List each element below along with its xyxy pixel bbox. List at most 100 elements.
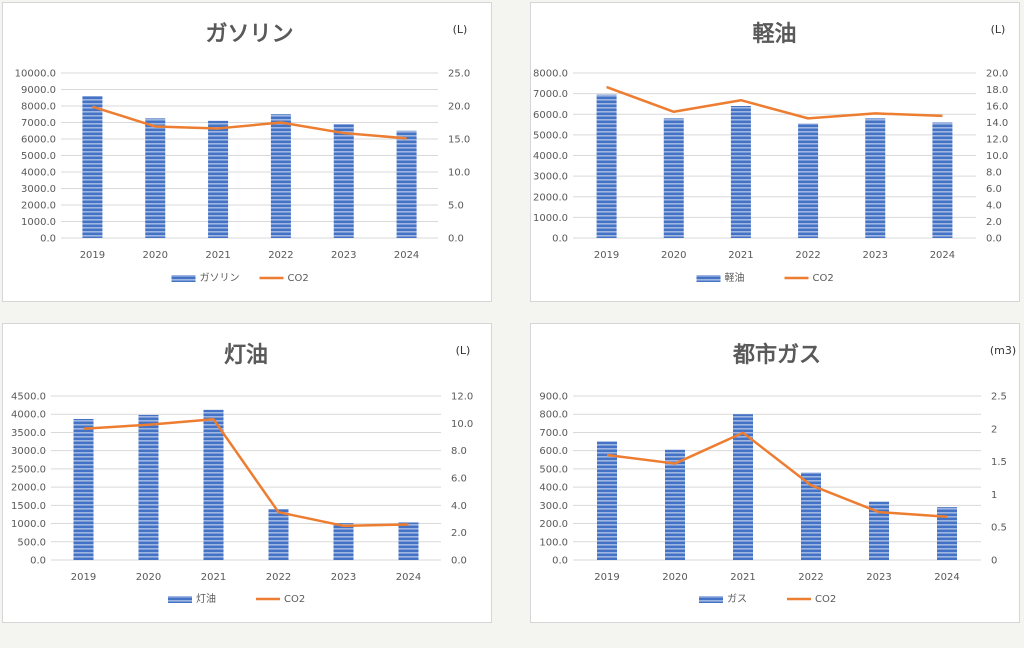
y-right-tick-label: 8.0 [986,168,1002,179]
y-right-tick-label: 8.0 [451,446,467,457]
y-right-tick-label: 12.0 [451,392,473,403]
y-right-tick-label: 10.0 [986,151,1008,162]
series-line-co2 [606,431,948,518]
legend-swatch-bar [171,275,196,282]
legend-label-line: CO2 [815,594,836,605]
y-left-tick-label: 500.0 [539,464,568,475]
y-right-tick-label: 10.0 [451,419,473,430]
x-tick-label: 2019 [71,572,96,583]
y-right-tick-label: 6.0 [986,184,1002,195]
y-left-tick-label: 200.0 [539,519,568,530]
bar-2020 [663,118,684,238]
x-tick-label: 2022 [268,250,293,261]
y-left-tick-label: 3000.0 [21,184,56,195]
bar-2019 [597,441,617,560]
y-left-tick-label: 3500.0 [11,428,46,439]
y-left-tick-label: 1000.0 [11,519,46,530]
chart-title: ガソリン [205,22,293,47]
x-tick-label: 2024 [394,250,419,261]
bar-2022 [798,123,819,238]
bar-2022 [268,508,289,560]
y-right-tick-label: 20.0 [986,69,1008,80]
y-left-tick-label: 800.0 [539,410,568,421]
y-left-tick-label: 10000.0 [15,69,56,80]
bar-2021 [208,120,229,238]
y-left-tick-label: 4000.0 [533,151,568,162]
bar-2020 [138,414,159,560]
bar-2024 [398,522,419,560]
x-tick-label: 2022 [798,572,823,583]
y-left-tick-label: 600.0 [539,446,568,457]
y-right-tick-label: 0.0 [448,234,464,245]
y-left-tick-label: 1500.0 [11,501,46,512]
x-tick-label: 2023 [331,572,356,583]
unit-label: (L) [991,23,1006,36]
bar-2024 [937,507,957,560]
legend-swatch-bar [168,596,192,603]
y-right-tick-label: 25.0 [448,69,470,80]
y-left-tick-label: 9000.0 [21,85,56,96]
y-left-tick-label: 0.0 [552,234,568,245]
x-tick-label: 2019 [80,250,105,261]
chart-title: 軽油 [752,21,796,47]
y-left-tick-label: 3000.0 [11,446,46,457]
bar-2020 [665,449,685,560]
y-left-tick-label: 2000.0 [11,483,46,494]
bar-2022 [270,114,291,238]
chart-panel-city-gas: 都市ガス (m3) 0.0 100.0 200.0 300.0 400.0 500.0 600.… [530,323,1020,623]
bar-2024 [396,130,417,238]
x-tick-label: 2021 [728,250,753,261]
x-tick-label: 2023 [863,250,888,261]
y-right-tick-label: 0.5 [991,523,1007,534]
x-tick-label: 2021 [201,572,226,583]
y-right-tick-label: 12.0 [986,135,1008,146]
bar-2023 [333,124,354,238]
series-line-co2 [83,417,409,528]
chart-panel-gasoline: ガソリン (L) 0.0 1000.0 2000.0 3000.0 4000.0 5000.0… [2,2,492,302]
bar-2019 [82,96,103,238]
x-tick-label: 2022 [266,572,291,583]
x-tick-label: 2022 [795,250,820,261]
y-left-tick-label: 2000.0 [21,201,56,212]
y-left-tick-label: 500.0 [17,537,46,548]
bar-2021 [733,414,753,560]
y-right-tick-label: 4.0 [986,201,1002,212]
legend: ガソリン CO2 [171,272,309,284]
legend-swatch-bar [699,596,723,603]
y-left-tick-label: 6000.0 [533,110,568,121]
bar-2023 [333,523,354,560]
series-line-co2 [92,105,407,140]
y-left-tick-label: 700.0 [539,428,568,439]
y-right-tick-label: 4.0 [451,501,467,512]
series-line-co2 [606,85,943,120]
y-left-tick-label: 1000.0 [533,213,568,224]
chart-title: 灯油 [224,343,268,368]
y-right-tick-label: 2 [991,424,997,435]
chart-kerosene: 灯油 (L) 0.0 500.0 1000.0 1500.0 2000.0 2500.0 300… [11,343,473,605]
chart-panel-diesel: 軽油 (L) 0.0 1000.0 2000.0 3000.0 4000.0 5000.0 60… [530,2,1020,302]
legend-label-bar: ガソリン [200,272,240,284]
y-right-tick-label: 0.0 [986,234,1002,245]
y-right-tick-label: 2.0 [451,528,467,539]
y-left-tick-label: 6000.0 [21,135,56,146]
chart-title: 都市ガス [732,342,821,368]
y-right-tick-label: 5.0 [448,201,464,212]
y-left-tick-label: 300.0 [539,501,568,512]
y-left-tick-label: 900.0 [539,392,568,403]
x-tick-label: 2023 [331,250,356,261]
y-right-tick-label: 2.0 [986,217,1002,228]
y-left-tick-label: 8000.0 [21,102,56,113]
x-tick-label: 2024 [930,250,955,261]
bar-2021 [203,409,224,560]
unit-label: (m3) [990,344,1016,357]
y-right-tick-label: 6.0 [451,474,467,485]
y-right-tick-label: 16.0 [986,102,1008,113]
unit-label: (L) [456,344,471,357]
bar-2023 [869,501,889,560]
legend-label-line: CO2 [813,273,834,284]
x-tick-label: 2020 [662,572,687,583]
x-tick-label: 2023 [866,572,891,583]
bar-2022 [801,472,821,560]
y-left-tick-label: 7000.0 [21,118,56,129]
legend-swatch-bar [696,275,721,282]
